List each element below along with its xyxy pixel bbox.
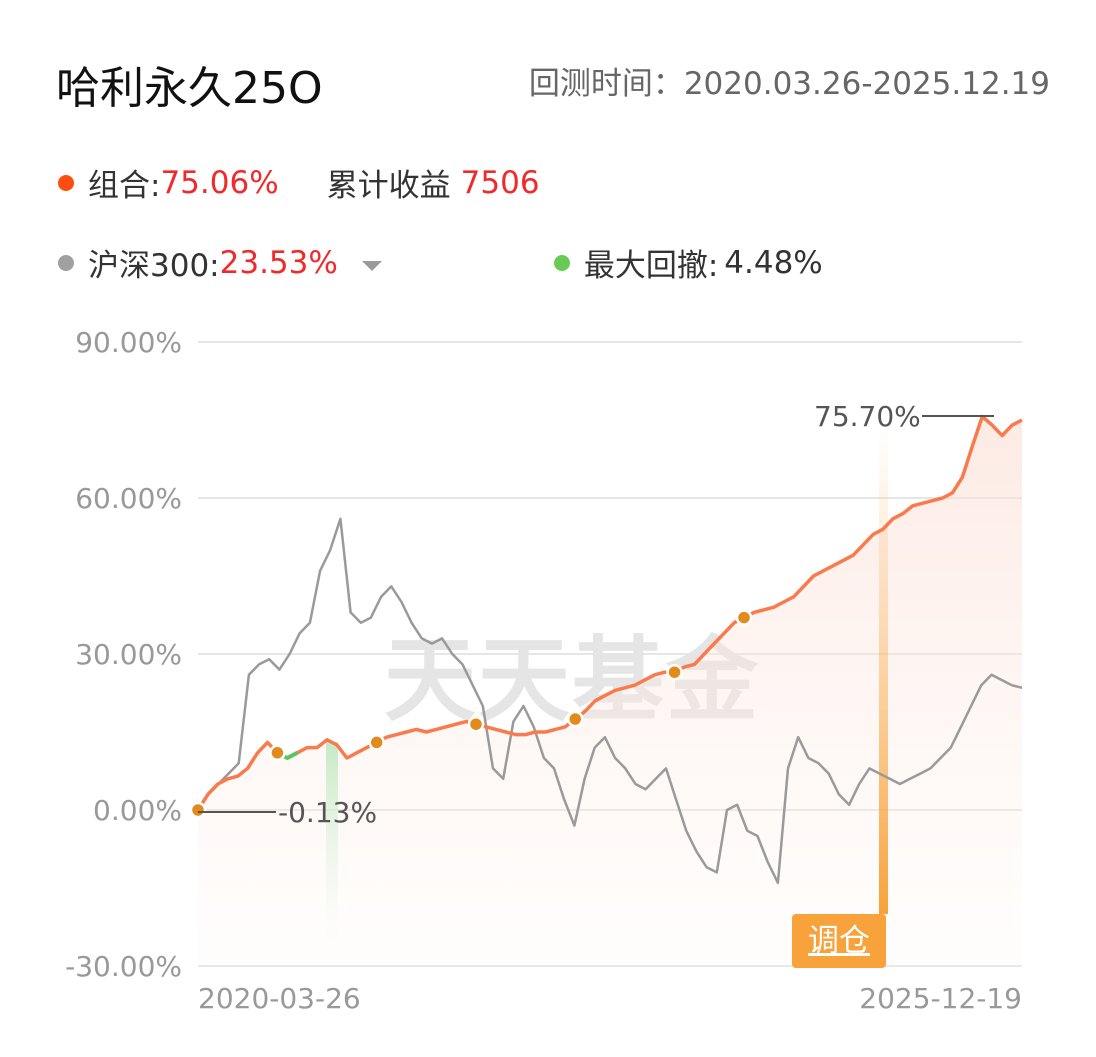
benchmark-label: 沪深300:: [88, 248, 220, 284]
rebalance-line: [879, 420, 888, 914]
benchmark-dropdown-icon[interactable]: [361, 260, 382, 271]
portfolio-label: 组合:: [88, 168, 161, 204]
portfolio-dot-icon: [58, 174, 74, 191]
rebalance-marker[interactable]: [189, 801, 207, 819]
rebalance-marker[interactable]: [666, 663, 683, 681]
benchmark-value: 23.53%: [219, 244, 338, 281]
rebalance-marker[interactable]: [368, 734, 385, 751]
rebalance-marker[interactable]: [269, 744, 286, 762]
drawdown-band: [326, 742, 338, 942]
benchmark-dot-icon: [58, 254, 74, 271]
drawdown-dot-icon: [553, 254, 570, 271]
drawdown-value: 4.48%: [724, 244, 823, 281]
y-tick-label: 30.00%: [75, 638, 182, 671]
page-title: 哈利永久25O: [56, 63, 323, 114]
min-annotation: -0.13%: [278, 796, 377, 829]
backtest-period: 回测时间：2020.03.26-2025.12.19: [528, 66, 1050, 102]
drawdown-label: 最大回撤:: [583, 248, 719, 284]
y-tick-label: -30.00%: [65, 950, 182, 983]
cum-value: 7506: [460, 164, 540, 201]
cum-label: 累计收益: [326, 168, 451, 204]
max-annotation: 75.70%: [814, 400, 921, 433]
portfolio-area: [198, 416, 1022, 966]
y-tick-label: 60.00%: [75, 482, 182, 515]
rebalance-button[interactable]: 调仓: [792, 914, 886, 968]
rebalance-marker[interactable]: [467, 715, 485, 733]
legend-portfolio-row: 组合: 75.06% 累计收益 7506: [58, 160, 540, 205]
x-label-end: 2025-12-19: [859, 982, 1022, 1015]
rebalance-marker[interactable]: [567, 710, 584, 728]
portfolio-value: 75.06%: [160, 164, 279, 201]
y-tick-label: 90.00%: [75, 326, 182, 359]
rebalance-marker[interactable]: [735, 609, 753, 626]
legend-benchmark-row: 沪深300: 23.53% 最大回撤: 4.48%: [58, 240, 823, 285]
portfolio-series-line: [196, 414, 1023, 811]
benchmark-series-line: [196, 517, 1023, 885]
x-label-start: 2020-03-26: [198, 982, 361, 1015]
y-tick-label: 0.00%: [93, 794, 182, 827]
